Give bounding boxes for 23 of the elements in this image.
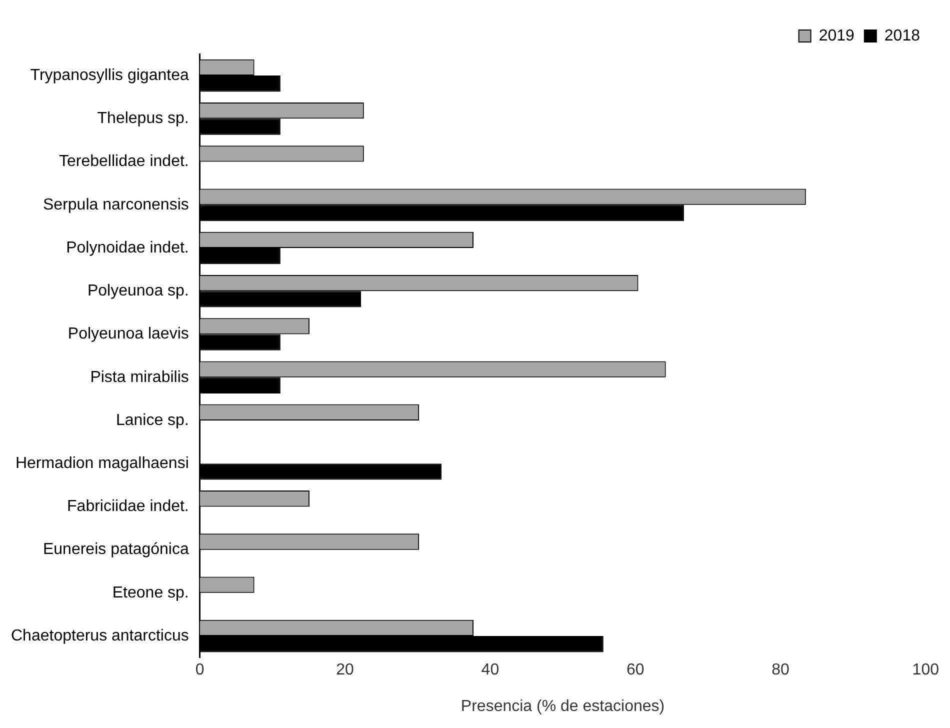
x-tick-label: 40 — [481, 662, 500, 679]
y-tick-label: Polynoidae indet. — [66, 239, 189, 256]
y-tick-label: Chaetopterus antarcticus — [11, 627, 189, 644]
y-tick-label: Hermadion magalhaensi — [15, 454, 189, 472]
legend-label: 2018 — [884, 27, 920, 44]
legend-label: 2019 — [818, 27, 855, 44]
y-tick-label: Terebellidae indet. — [59, 153, 189, 170]
y-tick-label: Polyeunoa laevis — [68, 326, 189, 343]
y-tick-label: Fabriciidae indet. — [67, 498, 189, 516]
x-tick-label: 80 — [772, 662, 790, 679]
y-tick-label: Eunereis patagónica — [42, 541, 189, 558]
x-tick-label: 100 — [912, 662, 940, 679]
y-tick-label: Trypanosyllis gigantea — [30, 66, 189, 84]
y-tick-label: Thelepus sp. — [97, 110, 189, 128]
x-tick-label: 20 — [336, 662, 354, 679]
x-tick-label: 0 — [195, 662, 204, 679]
y-tick-label: Pista mirabilis — [90, 368, 189, 386]
x-axis-title: Presencia (% de estaciones) — [460, 698, 665, 715]
y-tick-label: Lanice sp. — [116, 412, 189, 429]
y-tick-label: Serpula narconensis — [43, 196, 189, 214]
x-tick-label: 60 — [626, 662, 644, 679]
y-tick-label: Polyeunoa sp. — [87, 282, 189, 300]
y-tick-label: Eteone sp. — [112, 584, 189, 602]
